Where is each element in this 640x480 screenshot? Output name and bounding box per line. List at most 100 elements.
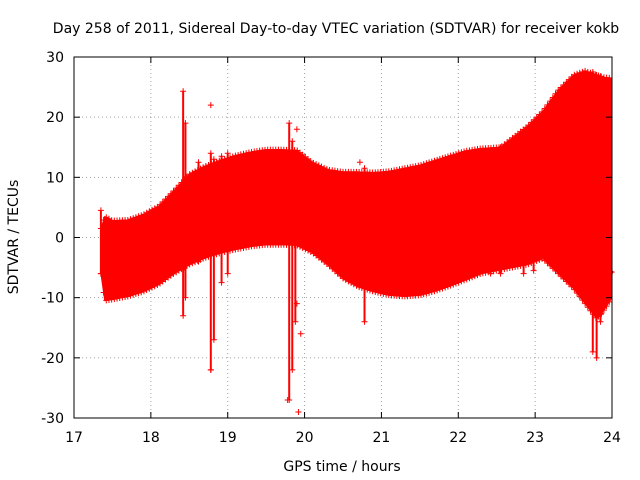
data-point-lower (140, 288, 147, 295)
data-point-lower (512, 263, 519, 270)
data-point-lower (372, 289, 379, 296)
data-point-lower (458, 278, 465, 285)
data-point-upper (240, 150, 247, 157)
data-point-lower (356, 284, 363, 291)
data-point-upper (321, 164, 328, 171)
x-tick-label: 21 (373, 430, 391, 446)
data-point-lower (584, 304, 591, 311)
data-point-upper (124, 217, 131, 224)
data-point-upper (582, 67, 589, 74)
data-point-lower (479, 270, 486, 277)
data-point-upper (560, 81, 567, 88)
data-point-lower (374, 289, 381, 296)
data-point-lower (536, 256, 543, 263)
data-point-upper (143, 209, 150, 216)
data-point-upper (407, 164, 414, 171)
data-point-lower (377, 290, 384, 297)
data-point-upper (401, 165, 408, 172)
data-point-lower (568, 283, 575, 290)
data-point-lower (243, 244, 250, 251)
data-point-upper (539, 108, 546, 115)
chart-title: Day 258 of 2011, Sidereal Day-to-day VTE… (53, 21, 619, 37)
data-point-upper (232, 152, 239, 159)
data-point-upper (544, 101, 551, 108)
data-point-branch (509, 219, 516, 226)
data-point-lower (469, 274, 476, 281)
data-point-lower (514, 263, 521, 270)
data-point-upper (318, 163, 325, 170)
spike-end-marker (589, 348, 596, 355)
data-point-upper (167, 190, 174, 197)
spike-end-marker (224, 270, 231, 277)
data-point-lower (439, 285, 446, 292)
y-tick-label: 30 (46, 50, 64, 66)
data-point-lower (477, 271, 484, 278)
data-point-upper (138, 212, 145, 219)
y-tick-label: 0 (55, 231, 64, 247)
data-point-upper (192, 168, 199, 175)
data-point-lower (493, 267, 500, 274)
data-point-lower (533, 257, 540, 264)
data-point-branch (576, 286, 583, 293)
data-point-lower (146, 285, 153, 292)
x-tick-label: 24 (603, 430, 621, 446)
data-point-lower (232, 246, 239, 253)
data-point-lower (447, 282, 454, 289)
data-point-lower (229, 247, 236, 254)
data-layer (97, 67, 615, 415)
spike-end-marker (180, 88, 187, 95)
data-point-lower (428, 288, 435, 295)
data-point-upper (243, 150, 250, 157)
spike-end-marker (497, 270, 504, 277)
data-point-upper (434, 156, 441, 163)
data-point-upper (103, 214, 110, 221)
data-point-lower (151, 283, 158, 290)
data-point-lower (490, 268, 497, 275)
data-point-upper (541, 105, 548, 112)
spike-end-marker (182, 120, 189, 127)
outlier-point (293, 126, 300, 133)
spike-end-marker (289, 366, 296, 373)
data-point-upper (549, 94, 556, 101)
spike-end-marker (218, 279, 225, 286)
data-point-upper (563, 79, 570, 86)
spike-end-marker (292, 150, 299, 157)
data-point-lower (100, 289, 107, 296)
data-point-branch (511, 223, 518, 230)
data-point-lower (504, 265, 511, 272)
data-point-upper (431, 157, 438, 164)
spike-end-marker (520, 141, 527, 148)
data-point-lower (482, 269, 489, 276)
y-tick-label: -20 (41, 351, 64, 367)
data-point-upper (444, 153, 451, 160)
data-point-lower (299, 245, 306, 252)
spike-end-marker (210, 156, 217, 163)
spike-end-marker (593, 354, 600, 361)
data-point-lower (186, 261, 193, 268)
data-point-lower (549, 265, 556, 272)
data-point-upper (149, 206, 156, 213)
data-point-lower (202, 254, 209, 261)
data-point-lower (366, 287, 373, 294)
spike-end-marker (218, 153, 225, 160)
data-point-upper (229, 153, 236, 160)
data-point-lower (369, 288, 376, 295)
spike-end-marker (361, 165, 368, 172)
data-point-upper (170, 187, 177, 194)
data-point-upper (452, 150, 459, 157)
data-point-branch (581, 292, 588, 299)
data-point-lower (603, 303, 610, 310)
spike-end-marker (207, 150, 214, 157)
data-point-upper (547, 98, 554, 105)
data-point-lower (192, 259, 199, 266)
data-point-upper (565, 76, 572, 83)
data-point-branch (562, 270, 569, 277)
data-point-lower (436, 286, 443, 293)
data-point-branch (603, 290, 610, 297)
data-point-upper (606, 74, 613, 81)
spike-end-marker (593, 72, 600, 79)
data-point-upper (420, 161, 427, 168)
data-point-upper (439, 155, 446, 162)
data-point-lower (296, 243, 303, 250)
data-point-upper (533, 114, 540, 121)
